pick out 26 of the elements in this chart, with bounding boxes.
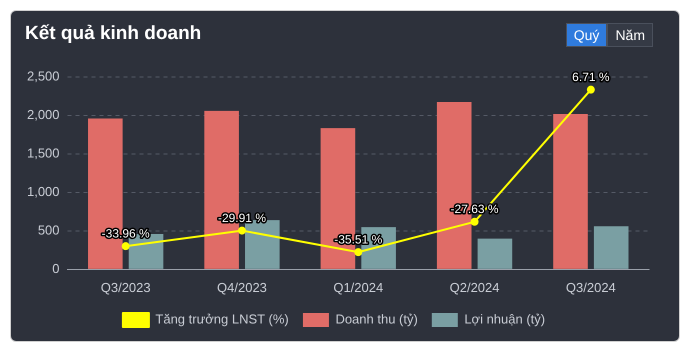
text: Năm <box>607 23 653 47</box>
legend-label: Tăng trưởng LNST (%) <box>155 312 289 327</box>
y-tick-label: 0 <box>52 260 60 276</box>
chart-title: Kết quả kinh doanh <box>25 23 202 45</box>
text: Quý <box>566 23 608 47</box>
legend-label: Lợi nhuận (tỷ) <box>464 312 546 327</box>
data-label: 6.71 % <box>572 70 610 84</box>
bar <box>594 226 629 269</box>
y-tick-label: 2,500 <box>26 68 60 84</box>
bar <box>478 238 512 269</box>
legend-label: Doanh thu (tỷ) <box>335 312 418 327</box>
y-tick-label: 1,500 <box>26 146 60 161</box>
bar <box>553 114 588 269</box>
point <box>470 218 479 226</box>
point <box>586 86 595 94</box>
point <box>238 226 246 235</box>
y-tick-label: 1,000 <box>26 184 60 200</box>
point <box>122 242 130 250</box>
x-tick-label: Q2/2024 <box>450 280 500 295</box>
x-tick-label: Q3/2024 <box>566 280 616 295</box>
y-tick-label: 2,000 <box>26 107 60 122</box>
point <box>354 248 362 256</box>
x-tick-label: Q3/2023 <box>100 280 151 295</box>
x-tick-label: Q1/2024 <box>333 280 384 295</box>
y-tick-label: 500 <box>38 222 60 238</box>
x-tick-label: Q4/2023 <box>217 280 267 295</box>
